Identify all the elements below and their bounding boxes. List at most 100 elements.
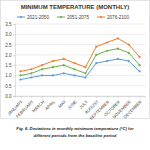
series-marker — [106, 50, 108, 52]
x-tick-mark — [129, 96, 130, 98]
series-marker — [138, 64, 140, 66]
grid — [15, 24, 145, 96]
series-marker — [41, 68, 43, 70]
x-tick-label: DECEMBER — [122, 99, 142, 119]
y-tick: 3.5 — [5, 22, 15, 27]
series-marker — [138, 70, 140, 72]
series-marker — [73, 68, 75, 70]
series-marker — [95, 62, 97, 64]
x-tick-label: MAY — [57, 99, 67, 109]
series-marker — [52, 60, 54, 62]
grid-line — [15, 75, 145, 76]
series-marker — [117, 37, 119, 39]
series-marker — [63, 58, 65, 60]
series-line — [20, 38, 139, 71]
x-tick-mark — [107, 96, 108, 98]
x-tick-mark — [75, 96, 76, 98]
y-tick: 2.0 — [5, 53, 15, 58]
series-marker — [63, 64, 65, 66]
legend-swatch — [97, 17, 105, 18]
y-tick-mark — [13, 86, 15, 87]
series-marker — [19, 74, 21, 76]
legend-item: 2051-2075 — [57, 15, 89, 20]
series-marker — [84, 66, 86, 68]
x-tick-mark — [85, 96, 86, 98]
series-group — [19, 37, 140, 80]
x-tick-mark — [31, 96, 32, 98]
series-marker — [52, 66, 54, 68]
y-tick-label: 1.0 — [5, 73, 12, 78]
series-marker — [106, 60, 108, 62]
legend-swatch — [57, 17, 65, 18]
y-tick-mark — [13, 55, 15, 56]
y-tick: 3.0 — [5, 32, 15, 37]
x-axis-line — [16, 97, 146, 99]
legend: 2021-2050 2051-2075 2076-2100 — [17, 15, 129, 20]
grid-line — [15, 34, 145, 35]
legend-marker — [100, 16, 102, 18]
y-tick-mark — [13, 34, 15, 35]
series-marker — [84, 76, 86, 78]
legend-item: 2021-2050 — [17, 15, 49, 20]
series-marker — [84, 72, 86, 74]
caption: Fig. 6. Deviations in monthly minimum te… — [16, 126, 134, 131]
legend-swatch — [17, 17, 25, 18]
series-marker — [30, 72, 32, 74]
x-tick-mark — [118, 96, 119, 98]
y-tick: 0.5 — [5, 84, 15, 89]
series-marker — [73, 74, 75, 76]
legend-label: 2076-2100 — [107, 15, 129, 20]
y-tick-label: 1.5 — [5, 63, 12, 68]
grid-line — [15, 24, 145, 25]
series-marker — [19, 78, 21, 80]
series-line — [20, 59, 139, 80]
x-tick: MARCH — [31, 96, 45, 114]
x-tick-label: APRIL — [44, 99, 57, 112]
y-tick-label: 3.5 — [5, 22, 12, 27]
x-tick: APRIL — [44, 96, 57, 111]
legend-item: 2076-2100 — [97, 15, 129, 20]
legend-label: 2051-2075 — [67, 15, 89, 20]
grid-line — [15, 54, 145, 55]
y-axis: 0.0 0.5 1.0 1.5 2.0 2.5 3.0 3.5 — [5, 22, 15, 99]
y-tick-label: 2.0 — [5, 53, 12, 58]
y-tick-label: 0.0 — [5, 94, 12, 99]
x-tick-label: JUNE — [67, 99, 78, 110]
y-tick-label: 3.0 — [5, 32, 12, 37]
x-tick-label: MARCH — [31, 99, 45, 113]
plot: 0.0 0.5 1.0 1.5 2.0 2.5 3.0 3.5 JANUARYFEBRUARYM… — [5, 22, 145, 121]
x-axis: JANUARYFEBRUARYMARCHAPRILMAYJUNEJULYAUGU… — [6, 96, 145, 121]
y-tick-label: 0.5 — [5, 84, 12, 89]
series-marker — [73, 62, 75, 64]
y-tick-mark — [13, 24, 15, 25]
y-tick: 1.5 — [5, 63, 15, 68]
series-marker — [63, 72, 65, 74]
x-tick-mark — [140, 96, 141, 98]
legend-marker — [20, 16, 22, 18]
y-tick: 0.0 — [5, 94, 15, 99]
series-marker — [106, 41, 108, 43]
y-tick-mark — [13, 65, 15, 66]
series-marker — [95, 54, 97, 56]
series-marker — [117, 48, 119, 50]
x-tick-mark — [64, 96, 65, 98]
y-tick-mark — [13, 45, 15, 46]
y-tick: 1.0 — [5, 73, 15, 78]
title: MINIMUM TEMPERATURE (MONTHLY) — [21, 4, 130, 10]
series-marker — [128, 52, 130, 54]
series-marker — [19, 70, 21, 72]
series-marker — [128, 43, 130, 45]
series-marker — [138, 56, 140, 58]
series-marker — [128, 60, 130, 62]
x-tick: FEBRUARY — [15, 96, 35, 119]
series-marker — [117, 58, 119, 60]
series-line — [20, 49, 139, 76]
series-marker — [30, 68, 32, 70]
series-marker — [41, 74, 43, 76]
y-tick: 2.5 — [5, 43, 15, 48]
y-tick-label: 2.5 — [5, 43, 12, 48]
x-tick: JUNE — [67, 96, 78, 110]
x-tick-mark — [96, 96, 97, 98]
legend-marker — [60, 16, 62, 18]
y-axis-line — [13, 25, 16, 97]
